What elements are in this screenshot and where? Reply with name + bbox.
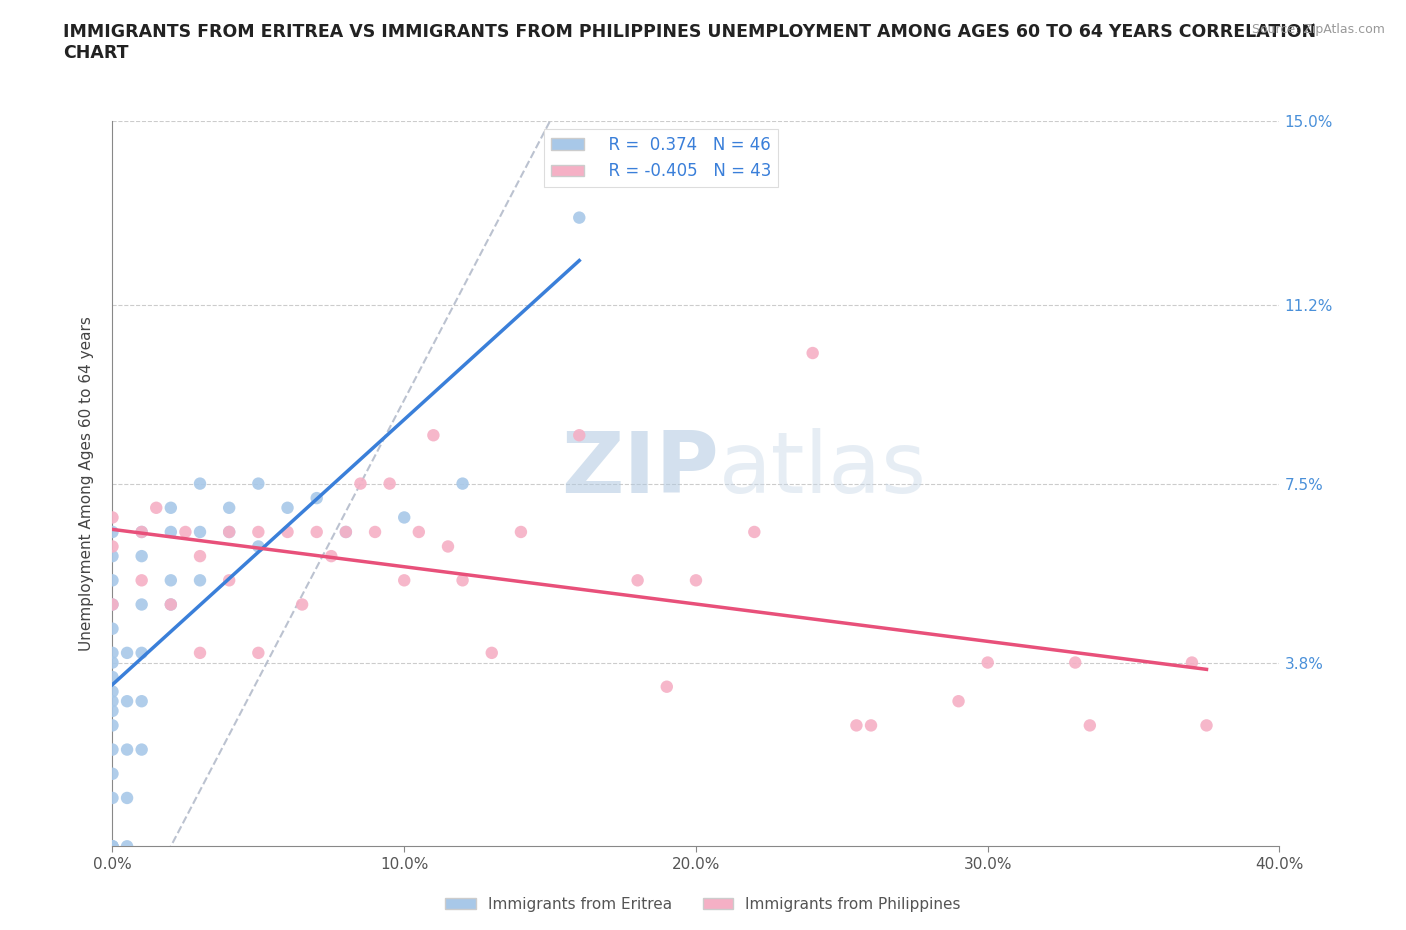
Point bbox=[101, 839, 124, 854]
Point bbox=[101, 790, 124, 805]
Point bbox=[101, 718, 124, 733]
Point bbox=[218, 500, 240, 515]
Point bbox=[364, 525, 387, 539]
Point bbox=[335, 525, 357, 539]
Point bbox=[115, 790, 138, 805]
Point bbox=[568, 428, 591, 443]
Point bbox=[131, 742, 153, 757]
Point bbox=[321, 549, 343, 564]
Point bbox=[101, 525, 124, 539]
Point bbox=[160, 573, 183, 588]
Point bbox=[801, 346, 824, 361]
Point bbox=[1181, 655, 1204, 670]
Point bbox=[188, 525, 211, 539]
Point bbox=[160, 500, 183, 515]
Point bbox=[305, 525, 328, 539]
Point bbox=[247, 525, 270, 539]
Point bbox=[1078, 718, 1101, 733]
Point bbox=[101, 742, 124, 757]
Point bbox=[437, 539, 460, 554]
Point bbox=[101, 510, 124, 525]
Point bbox=[101, 573, 124, 588]
Point bbox=[378, 476, 401, 491]
Point bbox=[101, 684, 124, 699]
Point bbox=[422, 428, 444, 443]
Point bbox=[131, 694, 153, 709]
Point bbox=[174, 525, 197, 539]
Point bbox=[131, 645, 153, 660]
Point bbox=[1064, 655, 1087, 670]
Point bbox=[394, 573, 416, 588]
Point bbox=[101, 539, 124, 554]
Point bbox=[101, 597, 124, 612]
Point bbox=[188, 549, 211, 564]
Point bbox=[1195, 718, 1218, 733]
Point bbox=[101, 694, 124, 709]
Point bbox=[131, 597, 153, 612]
Point bbox=[218, 525, 240, 539]
Point bbox=[408, 525, 430, 539]
Point bbox=[115, 742, 138, 757]
Point bbox=[131, 549, 153, 564]
Point bbox=[742, 525, 765, 539]
Point bbox=[394, 510, 416, 525]
Point bbox=[627, 573, 650, 588]
Point bbox=[247, 476, 270, 491]
Point bbox=[860, 718, 883, 733]
Point bbox=[276, 525, 298, 539]
Text: Source: ZipAtlas.com: Source: ZipAtlas.com bbox=[1251, 23, 1385, 36]
Point bbox=[115, 839, 138, 854]
Point bbox=[218, 525, 240, 539]
Point bbox=[349, 476, 371, 491]
Point bbox=[845, 718, 868, 733]
Point bbox=[685, 573, 707, 588]
Point bbox=[115, 694, 138, 709]
Text: IMMIGRANTS FROM ERITREA VS IMMIGRANTS FROM PHILIPPINES UNEMPLOYMENT AMONG AGES 6: IMMIGRANTS FROM ERITREA VS IMMIGRANTS FR… bbox=[63, 23, 1316, 62]
Point bbox=[218, 573, 240, 588]
Point bbox=[101, 655, 124, 670]
Point bbox=[568, 210, 591, 225]
Point bbox=[976, 655, 998, 670]
Point bbox=[131, 525, 153, 539]
Point bbox=[145, 500, 167, 515]
Point bbox=[160, 597, 183, 612]
Point bbox=[655, 679, 678, 694]
Legend: Immigrants from Eritrea, Immigrants from Philippines: Immigrants from Eritrea, Immigrants from… bbox=[439, 891, 967, 918]
Point bbox=[188, 573, 211, 588]
Point bbox=[335, 525, 357, 539]
Point bbox=[481, 645, 503, 660]
Point bbox=[188, 645, 211, 660]
Point bbox=[160, 525, 183, 539]
Point bbox=[101, 621, 124, 636]
Point bbox=[509, 525, 531, 539]
Point bbox=[115, 645, 138, 660]
Point bbox=[101, 549, 124, 564]
Legend:   R =  0.374   N = 46,   R = -0.405   N = 43: R = 0.374 N = 46, R = -0.405 N = 43 bbox=[544, 129, 778, 187]
Point bbox=[291, 597, 314, 612]
Point bbox=[101, 766, 124, 781]
Point bbox=[247, 539, 270, 554]
Point bbox=[101, 703, 124, 718]
Point bbox=[305, 491, 328, 506]
Point bbox=[101, 839, 124, 854]
Point bbox=[101, 645, 124, 660]
Point bbox=[188, 476, 211, 491]
Text: atlas: atlas bbox=[720, 428, 928, 511]
Point bbox=[131, 573, 153, 588]
Point bbox=[101, 839, 124, 854]
Y-axis label: Unemployment Among Ages 60 to 64 years: Unemployment Among Ages 60 to 64 years bbox=[79, 316, 94, 651]
Text: ZIP: ZIP bbox=[561, 428, 720, 511]
Point bbox=[101, 597, 124, 612]
Point bbox=[160, 597, 183, 612]
Point bbox=[451, 573, 474, 588]
Point bbox=[276, 500, 298, 515]
Point bbox=[131, 525, 153, 539]
Point bbox=[101, 670, 124, 684]
Point bbox=[948, 694, 970, 709]
Point bbox=[451, 476, 474, 491]
Point bbox=[247, 645, 270, 660]
